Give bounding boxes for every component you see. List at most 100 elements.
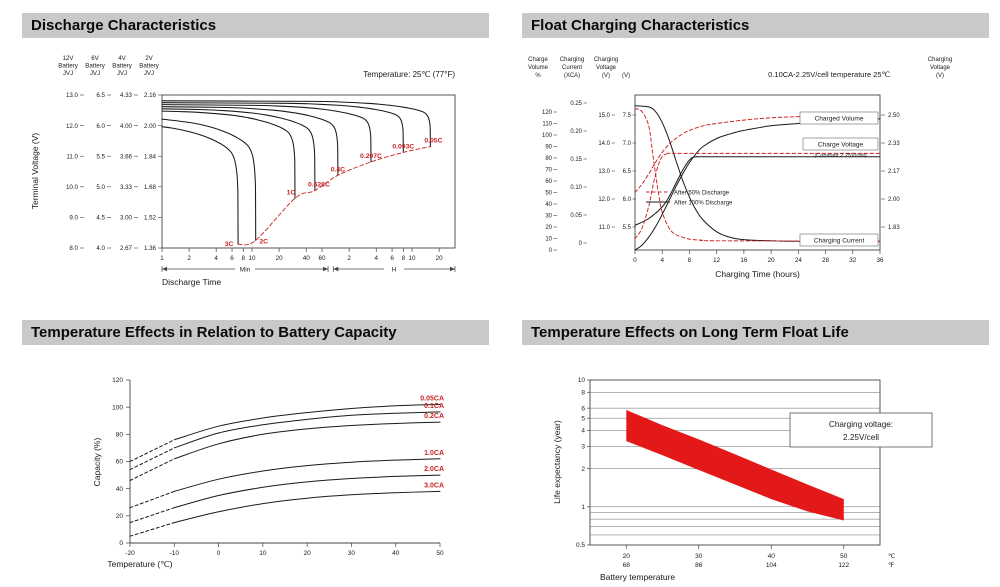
svg-text:11.0: 11.0 [66,153,78,160]
svg-text:Charging Current: Charging Current [814,238,865,245]
svg-text:6V: 6V [91,55,99,62]
svg-text:0.4C: 0.4C [331,166,345,173]
svg-text:20: 20 [545,225,552,231]
svg-text:10: 10 [249,255,257,262]
svg-text:1.52: 1.52 [144,215,157,222]
svg-text:1.83: 1.83 [888,225,900,231]
svg-text:Charging: Charging [594,57,618,63]
svg-text:8: 8 [688,257,692,264]
svg-text:40: 40 [116,486,124,493]
svg-text:2.67: 2.67 [120,245,133,252]
svg-text:Min: Min [240,266,251,273]
svg-text:60: 60 [545,179,552,185]
svg-text:Charge: Charge [528,57,548,63]
svg-text:70: 70 [545,168,552,174]
svg-text:8.0: 8.0 [69,245,78,252]
svg-text:20: 20 [768,257,776,264]
svg-text:5.0: 5.0 [96,184,105,191]
svg-text:0.25: 0.25 [570,101,582,107]
svg-text:80: 80 [116,432,124,439]
svg-text:6: 6 [390,255,394,262]
svg-text:2.25V/cell: 2.25V/cell [843,433,879,442]
svg-text:100: 100 [542,133,553,139]
svg-text:11.0: 11.0 [599,225,611,231]
svg-text:1.0CA: 1.0CA [424,450,444,457]
svg-text:4: 4 [660,257,664,264]
svg-text:6.0: 6.0 [623,197,632,203]
svg-text:1C: 1C [287,189,296,196]
svg-text:0.05C: 0.05C [424,138,442,145]
svg-text:3.66: 3.66 [120,153,133,160]
svg-text:0.10CA-2.25V/cell temperature: 0.10CA-2.25V/cell temperature 25℃ [768,70,890,79]
svg-text:60: 60 [116,459,124,466]
svg-text:Battery temperature: Battery temperature [600,572,675,582]
svg-text:8: 8 [242,255,246,262]
svg-text:50: 50 [840,553,848,560]
svg-text:100: 100 [112,404,123,411]
svg-text:Temperature: 25℃ (77°F): Temperature: 25℃ (77°F) [363,70,455,79]
svg-text:2.00: 2.00 [144,123,157,130]
svg-text:(V): (V) [936,73,944,79]
svg-text:30: 30 [348,550,356,557]
svg-text:Discharge Time: Discharge Time [162,277,221,287]
svg-text:(Constant 2.25V/cell): (Constant 2.25V/cell) [814,153,866,159]
svg-text:5: 5 [581,415,585,422]
svg-text:0.15: 0.15 [570,157,582,163]
svg-text:0.05: 0.05 [570,213,582,219]
svg-text:5.5: 5.5 [96,153,105,160]
svg-text:0.1CA: 0.1CA [424,403,444,410]
svg-text:JVJ: JVJ [144,70,154,77]
svg-text:6: 6 [581,405,585,412]
svg-text:10.0: 10.0 [66,184,79,191]
svg-text:1.84: 1.84 [144,153,157,160]
svg-text:16: 16 [740,257,748,264]
svg-text:Battery: Battery [85,63,106,70]
svg-text:6: 6 [230,255,234,262]
svg-text:36: 36 [876,257,884,264]
svg-text:2: 2 [581,466,585,473]
svg-text:Charged Volume: Charged Volume [814,116,863,123]
svg-text:℃: ℃ [888,553,896,560]
svg-text:0: 0 [633,257,637,264]
float-charging-chart: ChargeVolume%120110100908070605040302010… [528,57,952,279]
svg-text:0.20: 0.20 [570,129,582,135]
svg-text:0.207C: 0.207C [360,153,382,160]
svg-text:2.50: 2.50 [888,113,900,119]
svg-text:4.5: 4.5 [96,215,105,222]
svg-text:8: 8 [402,255,406,262]
svg-text:4.33: 4.33 [120,92,133,99]
svg-text:Battery: Battery [112,63,133,70]
svg-text:After 100% Discharge: After 100% Discharge [674,201,733,207]
svg-text:12.0: 12.0 [598,197,610,203]
svg-text:40: 40 [768,553,776,560]
svg-text:2C: 2C [259,238,268,245]
svg-text:20: 20 [276,255,284,262]
svg-text:3C: 3C [225,241,234,248]
svg-text:2.00: 2.00 [888,197,900,203]
svg-text:Battery: Battery [58,63,79,70]
svg-text:0.2CA: 0.2CA [424,413,444,420]
svg-text:JVJ: JVJ [63,70,73,77]
svg-text:13.0: 13.0 [66,92,79,99]
svg-text:120: 120 [542,110,553,116]
svg-text:20: 20 [436,255,444,262]
svg-text:14.0: 14.0 [598,141,610,147]
svg-text:120: 120 [112,377,123,384]
svg-text:After 50% Discharge: After 50% Discharge [674,191,730,197]
svg-text:JVJ: JVJ [117,70,127,77]
svg-text:24: 24 [795,257,803,264]
svg-text:0.10: 0.10 [570,185,582,191]
svg-text:9.0: 9.0 [69,215,78,222]
svg-text:40: 40 [392,550,400,557]
svg-text:-10: -10 [170,550,180,557]
svg-text:0.628C: 0.628C [308,182,330,189]
svg-text:12.0: 12.0 [66,123,79,130]
svg-text:0: 0 [217,550,221,557]
svg-text:15.0: 15.0 [598,113,610,119]
svg-text:3.33: 3.33 [120,184,133,191]
svg-text:20: 20 [304,550,312,557]
svg-text:Voltage: Voltage [930,65,951,71]
svg-text:5.5: 5.5 [623,225,632,231]
svg-text:4: 4 [374,255,378,262]
svg-text:8: 8 [581,389,585,396]
